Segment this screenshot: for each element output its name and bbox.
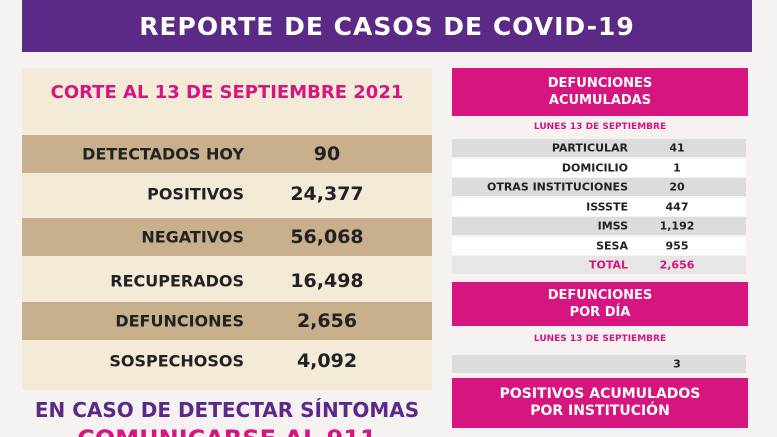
stat-label: DEFUNCIONES: [115, 311, 244, 331]
institution-title: POSITIVOS ACUMULADOS POR INSTITUCIÓN: [452, 378, 748, 428]
stat-row: POSITIVOS 24,377: [22, 175, 432, 213]
row-label: DOMICILIO: [561, 161, 628, 174]
death-row: SESA 955: [452, 236, 746, 255]
total-row: TOTAL 2,656: [452, 256, 746, 274]
daily-row: 3: [452, 355, 746, 373]
left-title: CORTE AL 13 DE SEPTIEMBRE 2021: [50, 82, 404, 103]
left-panel: CORTE AL 13 DE SEPTIEMBRE 2021 DETECTADO…: [22, 68, 432, 390]
row-value: 955: [665, 239, 689, 252]
stat-value: 56,068: [290, 226, 364, 248]
row-label: SESA: [596, 239, 628, 252]
death-row: ISSSTE 447: [452, 197, 746, 216]
stat-label: NEGATIVOS: [141, 227, 244, 247]
title-line: ACUMULADAS: [548, 93, 652, 108]
stat-row: DEFUNCIONES 2,656: [22, 302, 432, 340]
row-label: OTRAS INSTITUCIONES: [486, 180, 628, 194]
date: LUNES 13 DE SEPTIEMBRE: [533, 334, 667, 344]
stat-value: 2,656: [296, 310, 358, 332]
total-value: 2,656: [659, 258, 695, 272]
row-value: 1,192: [659, 219, 695, 233]
daily-title: DEFUNCIONES POR DÍA: [452, 282, 748, 326]
footer-line: COMUNICARSE AL 911: [22, 425, 432, 437]
stat-row: NEGATIVOS 56,068: [22, 218, 432, 256]
total-label: TOTAL: [588, 258, 628, 272]
stat-row: DETECTADOS HOY 90: [22, 135, 432, 173]
row-label: ISSSTE: [586, 200, 628, 213]
value: 3: [673, 357, 681, 371]
stat-value: 90: [313, 143, 341, 165]
stat-value: 4,092: [296, 350, 358, 372]
title-line: POR INSTITUCIÓN: [530, 403, 670, 419]
death-row: DOMICILIO 1: [452, 158, 746, 177]
stat-row: SOSPECHOSOS 4,092: [22, 342, 432, 380]
row-value: 41: [669, 141, 685, 155]
date: LUNES 13 DE SEPTIEMBRE: [533, 122, 667, 132]
title-line: POSITIVOS ACUMULADOS: [499, 386, 701, 402]
accumulated-title: DEFUNCIONES ACUMULADAS: [452, 68, 748, 116]
title-line: DEFUNCIONES: [547, 76, 653, 91]
row-label: PARTICULAR: [551, 141, 628, 155]
death-row: PARTICULAR 41: [452, 139, 746, 157]
stat-label: POSITIVOS: [147, 184, 244, 204]
row-value: 20: [669, 180, 685, 194]
stat-value: 16,498: [290, 270, 364, 292]
stat-label: DETECTADOS HOY: [82, 144, 244, 164]
death-row: OTRAS INSTITUCIONES 20: [452, 178, 746, 196]
title-line: POR DÍA: [569, 305, 631, 320]
title-line: DEFUNCIONES: [547, 288, 653, 303]
header-title: REPORTE DE CASOS DE COVID-19: [22, 0, 752, 52]
stat-label: SOSPECHOSOS: [109, 351, 244, 371]
row-label: IMSS: [597, 219, 628, 233]
row-value: 1: [673, 161, 681, 174]
death-row: IMSS 1,192: [452, 217, 746, 235]
row-value: 447: [665, 200, 689, 213]
stat-row: RECUPERADOS 16,498: [22, 262, 432, 300]
stat-label: RECUPERADOS: [110, 271, 244, 291]
stat-value: 24,377: [290, 183, 364, 205]
footer-line: EN CASO DE DETECTAR SÍNTOMAS: [34, 398, 420, 422]
